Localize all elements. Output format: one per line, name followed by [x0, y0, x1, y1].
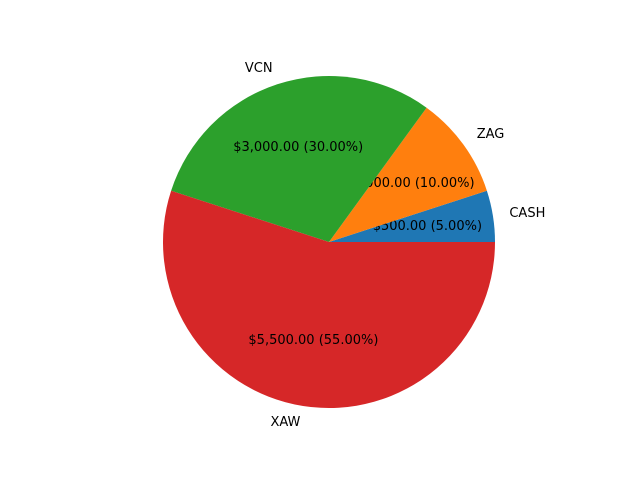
pie-slice [162, 190, 495, 409]
pie-slice [329, 107, 487, 242]
value-label: $3,000.00 (30.00%) [233, 140, 363, 155]
value-label: $500.00 (5.00%) [373, 219, 482, 234]
slice-label: CASH [509, 206, 545, 221]
slice-label: ZAG [477, 127, 505, 142]
pie-slice [171, 76, 427, 242]
slice-label: VCN [245, 61, 273, 76]
value-label: $5,500.00 (55.00%) [248, 333, 378, 348]
pie-slice [329, 190, 495, 242]
value-label: $1,000.00 (10.00%) [345, 176, 475, 191]
slice-label: XAW [270, 415, 300, 430]
